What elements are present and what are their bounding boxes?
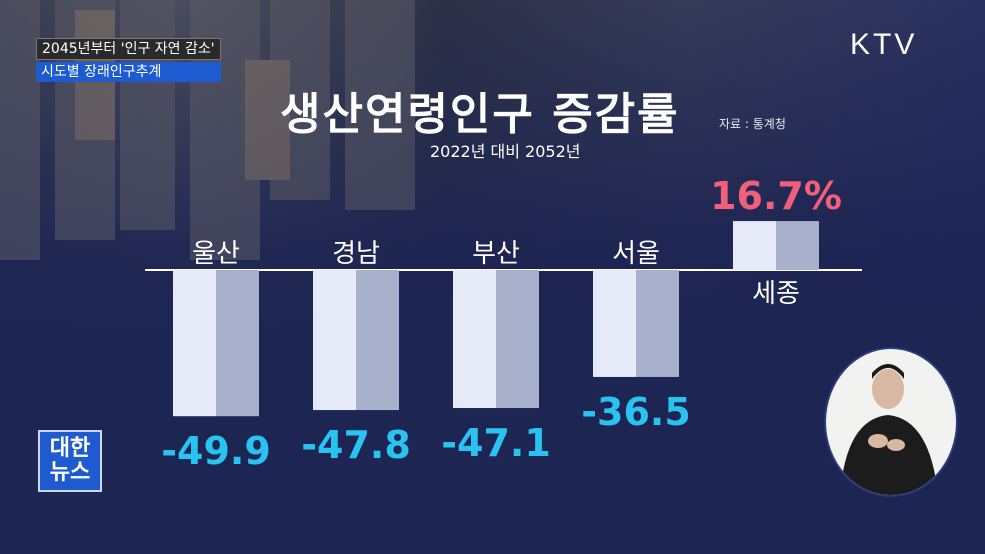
value-label: -49.9 [161, 429, 271, 473]
bar-dark-half [636, 270, 679, 377]
value-label: -47.8 [301, 423, 411, 467]
category-label: 경남 [332, 239, 380, 269]
value-label: -36.5 [581, 390, 691, 434]
category-label: 서울 [612, 239, 660, 269]
category-label: 부산 [472, 239, 520, 269]
bar-light-half [313, 270, 356, 411]
value-label: -47.1 [441, 421, 551, 465]
bar-5 [733, 221, 819, 270]
bar-2 [313, 270, 399, 411]
bar-4 [593, 270, 679, 377]
program-logo-line1: 대한 [49, 436, 91, 461]
chart-source: 자료 : 통계청 [719, 117, 786, 131]
interpreter-figure [840, 364, 938, 495]
bar-light-half [733, 221, 776, 270]
value-label: 16.7% [710, 174, 842, 218]
bar-dark-half [776, 221, 819, 270]
bar-light-half [173, 270, 216, 417]
ktv-logo: KTV [850, 28, 918, 61]
headline-caption: 2045년부터 '인구 자연 감소' [36, 38, 221, 60]
chart-title: 생산연령인구 증감률 [280, 89, 680, 140]
sign-language-interpreter [824, 347, 958, 497]
chart-subtitle: 2022년 대비 2052년 [430, 142, 581, 161]
bar-1 [173, 270, 259, 417]
bar-dark-half [496, 270, 539, 409]
news-headline: 2045년부터 '인구 자연 감소' 시도별 장래인구추계 [36, 38, 221, 82]
bar-dark-half [216, 270, 259, 417]
daehan-news-logo: 대한 뉴스 [38, 430, 102, 492]
bar-dark-half [356, 270, 399, 411]
category-label: 세종 [752, 279, 800, 309]
program-logo-line2: 뉴스 [49, 460, 91, 485]
bar-light-half [593, 270, 636, 377]
headline-subcaption: 시도별 장래인구추계 [36, 62, 221, 82]
category-label: 울산 [192, 239, 240, 269]
bar-3 [453, 270, 539, 409]
bar-light-half [453, 270, 496, 409]
